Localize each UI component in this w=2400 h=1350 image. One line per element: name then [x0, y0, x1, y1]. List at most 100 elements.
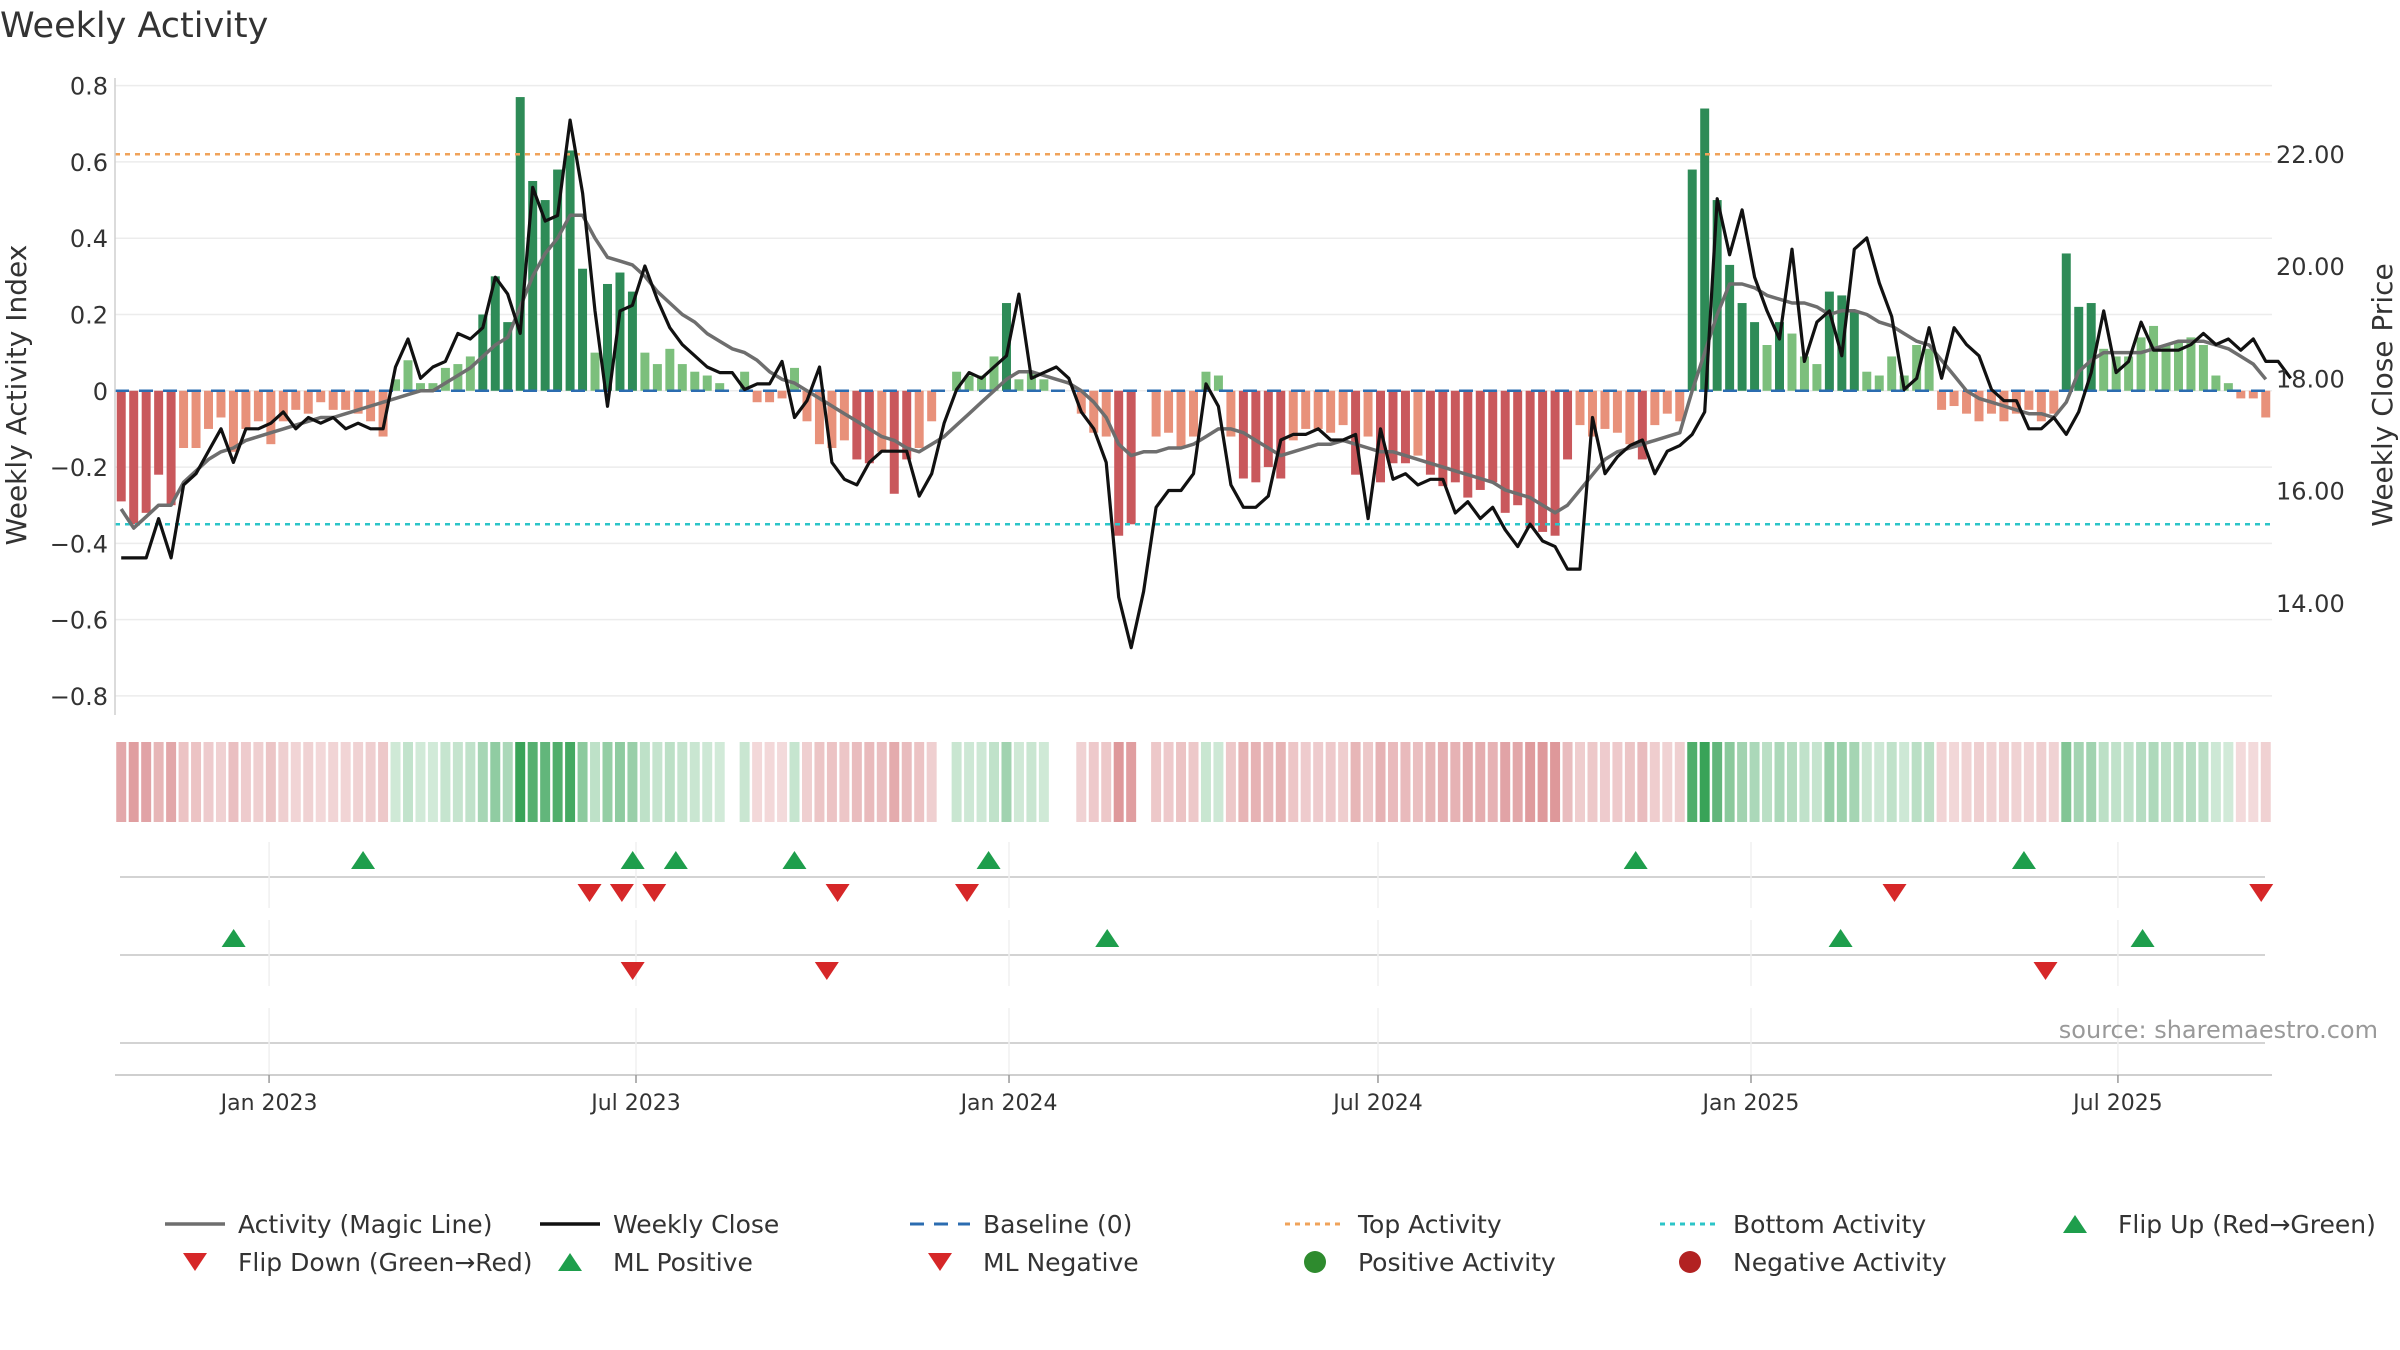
triangle-down-icon: [183, 1253, 207, 1271]
flip-up-marker: [2011, 851, 2036, 869]
strip-cell: [2011, 742, 2022, 822]
activity-bar: [2036, 390, 2046, 422]
magic-line: [119, 213, 2268, 530]
activity-bar: [1351, 390, 1361, 475]
activity-bar: [1862, 371, 1872, 391]
activity-bar: [1750, 322, 1760, 391]
strip-cell: [465, 742, 476, 822]
strip-cell: [1001, 742, 1012, 822]
activity-bar: [665, 348, 675, 391]
activity-bar: [1413, 390, 1423, 456]
flip-up-marker: [782, 851, 807, 869]
strip-cell: [1375, 742, 1386, 822]
activity-bar: [216, 390, 226, 418]
strip-cell: [1500, 742, 1511, 822]
signal-panels: [120, 842, 2274, 1074]
strip-cell: [2073, 742, 2084, 822]
strip-cell: [2248, 742, 2259, 822]
strip-cell: [1026, 742, 1037, 822]
legend-item: Baseline (0): [910, 1210, 1132, 1239]
legend-label: Top Activity: [1357, 1210, 1502, 1239]
strip-cell: [1250, 742, 1261, 822]
strip-cell: [1238, 742, 1249, 822]
activity-bar: [802, 390, 812, 422]
strip-cell: [315, 742, 326, 822]
strip-cell: [141, 742, 152, 822]
flip-down-marker: [825, 884, 850, 902]
activity-bar: [1026, 371, 1036, 391]
ml-positive-marker: [1828, 929, 1853, 947]
strip-cell: [502, 742, 513, 822]
activity-bar: [914, 390, 924, 448]
strip-cell: [552, 742, 563, 822]
strip-cell: [889, 742, 900, 822]
ml-negative-marker: [814, 962, 839, 980]
strip-cell: [1599, 742, 1610, 822]
strip-cell: [1101, 742, 1112, 822]
strip-cell: [1949, 742, 1960, 822]
ml-negative-marker: [2033, 962, 2058, 980]
legend-item: Top Activity: [1285, 1210, 1502, 1239]
activity-bar: [378, 390, 388, 437]
strip-cell: [639, 742, 650, 822]
activity-bar: [1326, 390, 1336, 433]
x-tick-label: Jan 2025: [1701, 1091, 1800, 1116]
activity-bar: [2049, 390, 2059, 414]
activity-bar: [877, 390, 887, 452]
y-tick-label: 0.8: [70, 73, 108, 101]
activity-bar: [1824, 291, 1834, 391]
strip-cell: [178, 742, 189, 822]
activity-bar: [989, 356, 999, 391]
strip-cell: [664, 742, 675, 822]
strip-cell: [2036, 742, 2047, 822]
strip-cell: [228, 742, 239, 822]
strip-cell: [627, 742, 638, 822]
strip-cell: [1213, 742, 1224, 822]
strip-cell: [490, 742, 501, 822]
strip-cell: [2023, 742, 2034, 822]
strip-cell: [1562, 742, 1573, 822]
activity-bar: [141, 390, 151, 513]
strip-cell: [801, 742, 812, 822]
strip-cell: [1338, 742, 1349, 822]
strip-cell: [1126, 742, 1137, 822]
legend-item: Negative Activity: [1679, 1248, 1947, 1277]
strip-cell: [365, 742, 376, 822]
strip-cell: [1537, 742, 1548, 822]
strip-cell: [1076, 742, 1087, 822]
activity-bar: [1812, 364, 1822, 391]
strip-cell: [1936, 742, 1947, 822]
strip-cell: [540, 742, 551, 822]
y-tick-label: −0.4: [50, 530, 108, 558]
strip-cell: [1300, 742, 1311, 822]
activity-bar: [1400, 390, 1410, 464]
y2-tick-label: 16.00: [2276, 478, 2345, 506]
activity-bar: [179, 390, 189, 448]
strip-cell: [1712, 742, 1723, 822]
strip-cell: [2161, 742, 2172, 822]
strip-cell: [789, 742, 800, 822]
activity-bar: [1625, 390, 1635, 445]
strip-cell: [851, 742, 862, 822]
activity-bar: [278, 390, 288, 422]
activity-bar: [1101, 390, 1111, 437]
activity-bar: [415, 383, 425, 391]
legend-item: Bottom Activity: [1660, 1210, 1926, 1239]
activity-bar: [640, 352, 650, 391]
strip-cell: [2086, 742, 2097, 822]
activity-bar: [2261, 390, 2271, 418]
activity-bar: [1600, 390, 1610, 429]
y-tick-label: −0.6: [50, 607, 108, 635]
strip-cell: [1762, 742, 1773, 822]
legend-item: Weekly Close: [540, 1210, 779, 1239]
x-tick-label: Jul 2024: [1331, 1091, 1423, 1116]
activity-bar: [1675, 390, 1685, 422]
strip-cell: [2048, 742, 2059, 822]
activity-bar: [2236, 390, 2246, 399]
activity-bar: [166, 390, 176, 506]
x-tick-label: Jul 2025: [2071, 1091, 2163, 1116]
strip-cell: [1512, 742, 1523, 822]
y-tick-label: 0.6: [70, 149, 108, 177]
activity-bar: [652, 364, 662, 391]
strip-cell: [427, 742, 438, 822]
